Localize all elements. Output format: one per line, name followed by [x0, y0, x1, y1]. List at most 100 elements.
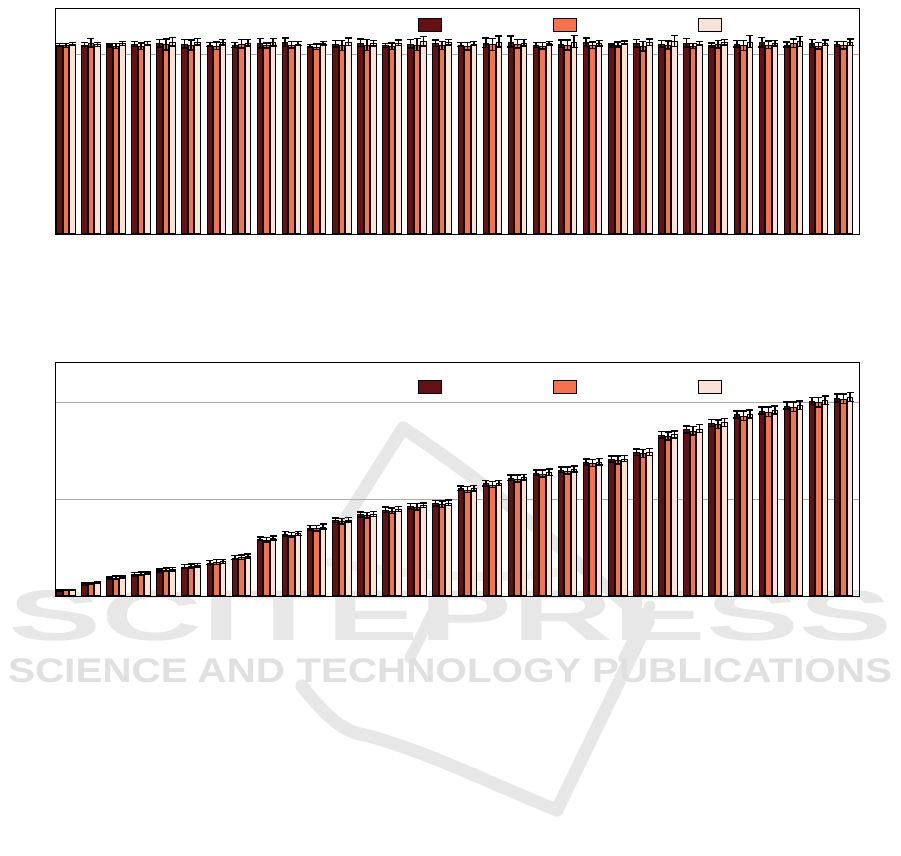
bar [345, 519, 352, 596]
bar [94, 44, 101, 234]
error-bar [112, 42, 120, 50]
error-bar [840, 40, 848, 50]
error-bar [363, 511, 371, 519]
error-bar [764, 40, 772, 50]
error-bar [532, 469, 540, 477]
error-bar [118, 40, 126, 47]
error-bar [131, 571, 139, 577]
error-bar [388, 42, 396, 51]
error-bar [582, 37, 590, 48]
bar [721, 42, 728, 234]
bar [294, 533, 302, 596]
bar [746, 41, 754, 234]
error-bar [369, 39, 377, 47]
error-bar [62, 589, 70, 592]
error-bar [68, 588, 76, 591]
error-bar [564, 466, 572, 475]
error-bar [545, 468, 553, 476]
error-bar [482, 37, 490, 49]
error-bar [420, 35, 428, 47]
error-bar [796, 400, 804, 411]
error-bar [93, 581, 101, 585]
error-bar [457, 485, 465, 492]
error-bar [764, 406, 772, 418]
error-bar [532, 41, 540, 49]
error-bar [833, 393, 841, 403]
bar [495, 483, 503, 596]
error-bar [520, 473, 528, 481]
error-bar [671, 430, 678, 439]
error-bar [212, 41, 220, 51]
error-bar [463, 41, 471, 51]
error-bar [714, 419, 722, 430]
error-bar [821, 39, 829, 47]
legend-swatch-3 [698, 18, 722, 32]
error-bar [206, 559, 214, 566]
error-bar [432, 39, 440, 48]
error-bar [319, 523, 327, 530]
error-bar [313, 524, 321, 532]
error-bar [338, 39, 346, 52]
error-bar [815, 41, 823, 50]
error-bar [808, 38, 816, 48]
error-bar [639, 40, 647, 52]
error-bar [513, 474, 521, 483]
error-bar [244, 38, 252, 47]
error-bar [789, 401, 797, 413]
error-bar [306, 524, 314, 531]
bar [119, 43, 126, 234]
error-bar [758, 406, 766, 415]
bar [696, 43, 703, 234]
bar [244, 42, 252, 234]
error-bar [338, 517, 346, 525]
error-bar [55, 589, 63, 592]
error-bar [231, 41, 239, 49]
error-bar [55, 42, 63, 48]
error-bar [231, 554, 239, 561]
error-bar [187, 563, 195, 569]
error-bar [507, 474, 515, 482]
error-bar [470, 40, 478, 47]
error-bar [294, 530, 302, 537]
error-bar [194, 562, 202, 568]
error-bar [331, 39, 339, 48]
error-bar [739, 410, 747, 422]
error-bar [721, 38, 729, 46]
error-bar [263, 42, 270, 49]
bar [370, 514, 377, 596]
error-bar [520, 38, 528, 47]
error-bar [758, 36, 766, 48]
error-bar [457, 41, 465, 48]
error-bar [219, 38, 227, 46]
error-bar [394, 505, 402, 513]
bar [319, 43, 327, 234]
error-bar [181, 563, 189, 570]
error-bar [206, 41, 214, 48]
error-bar [438, 500, 446, 509]
bar-chart-bottom [55, 362, 860, 597]
bar [520, 477, 528, 596]
bar [169, 41, 176, 234]
error-bar [683, 37, 691, 48]
error-bar [671, 34, 678, 48]
error-bar [432, 499, 440, 507]
error-bar [313, 43, 321, 51]
bar [294, 43, 302, 234]
error-bar [783, 41, 791, 48]
error-bar [144, 571, 152, 576]
error-bar [664, 40, 672, 50]
error-bar [589, 41, 597, 50]
error-bar [733, 410, 741, 419]
error-bar [212, 558, 220, 566]
bar [244, 556, 252, 596]
error-bar [607, 455, 615, 463]
gridline [56, 401, 859, 403]
error-bar [244, 553, 252, 559]
error-bar [131, 40, 139, 48]
bar [219, 42, 227, 234]
error-bar [87, 37, 95, 48]
error-bar [570, 465, 578, 473]
bar [269, 42, 277, 234]
bar [194, 41, 201, 234]
error-bar [796, 35, 804, 48]
